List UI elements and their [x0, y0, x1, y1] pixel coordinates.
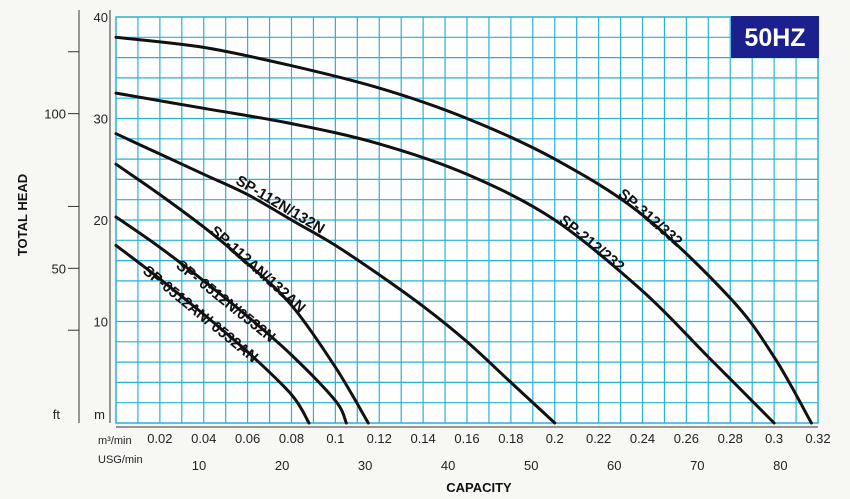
performance-curve	[114, 215, 348, 425]
x-tick-label-m3: 0.1	[326, 431, 344, 446]
x-tick-label-m3: 0.16	[454, 431, 479, 446]
y-tick-label-m: 20	[94, 213, 108, 228]
x-tick-label-m3: 0.28	[718, 431, 743, 446]
frequency-badge-box	[731, 16, 819, 58]
performance-curves	[114, 35, 813, 425]
frequency-badge: 50HZ	[731, 16, 819, 58]
performance-curve	[114, 132, 557, 425]
x-tick-label-usg: 20	[275, 458, 289, 473]
x-unit-primary: m³/min	[98, 435, 132, 447]
y-axis-title: TOTAL HEAD	[15, 174, 30, 256]
x-tick-label-m3: 0.18	[498, 431, 523, 446]
x-tick-label-m3: 0.14	[410, 431, 435, 446]
x-tick-label-usg: 30	[358, 458, 372, 473]
performance-curve	[114, 162, 370, 425]
x-tick-label-m3: 0.26	[674, 431, 699, 446]
chart-title: 50HZ	[744, 24, 805, 52]
y-tick-label-ft: 100	[44, 107, 66, 122]
performance-curve	[114, 35, 813, 425]
x-tick-label-m3: 0.12	[367, 431, 392, 446]
axes: 10 20 30 40 50 100 0.02 0.04 0.06 0.08 0.1 0.12 0.14…	[44, 10, 831, 473]
x-axis-title: CAPACITY	[446, 480, 512, 495]
x-tick-label-m3: 0.04	[191, 431, 216, 446]
y-unit-secondary: ft	[53, 407, 61, 422]
x-tick-label-m3: 0.06	[235, 431, 260, 446]
grid	[115, 16, 819, 424]
x-tick-label-usg: 50	[524, 458, 538, 473]
y-tick-label-m: 10	[94, 315, 108, 330]
x-tick-label-usg: 40	[441, 458, 455, 473]
y-tick-label-ft: 50	[52, 261, 66, 276]
y-tick-label-m: 40	[94, 10, 108, 25]
x-tick-label-m3: 0.3	[765, 431, 783, 446]
x-tick-label-usg: 60	[607, 458, 621, 473]
performance-curve	[114, 243, 311, 425]
x-tick-label-m3: 0.22	[586, 431, 611, 446]
x-tick-label-m3: 0.2	[546, 431, 564, 446]
x-tick-label-m3: 0.08	[279, 431, 304, 446]
x-tick-label-usg: 10	[192, 458, 206, 473]
x-unit-secondary: USG/min	[98, 454, 143, 466]
performance-curve	[114, 91, 776, 425]
x-tick-label-usg: 80	[773, 458, 787, 473]
x-tick-label-usg: 70	[690, 458, 704, 473]
x-tick-label-m3: 0.02	[147, 431, 172, 446]
y-tick-label-m: 30	[94, 112, 108, 127]
y-unit-primary: m	[94, 407, 105, 422]
x-tick-label-m3: 0.24	[630, 431, 655, 446]
x-tick-label-m3: 0.32	[805, 431, 830, 446]
